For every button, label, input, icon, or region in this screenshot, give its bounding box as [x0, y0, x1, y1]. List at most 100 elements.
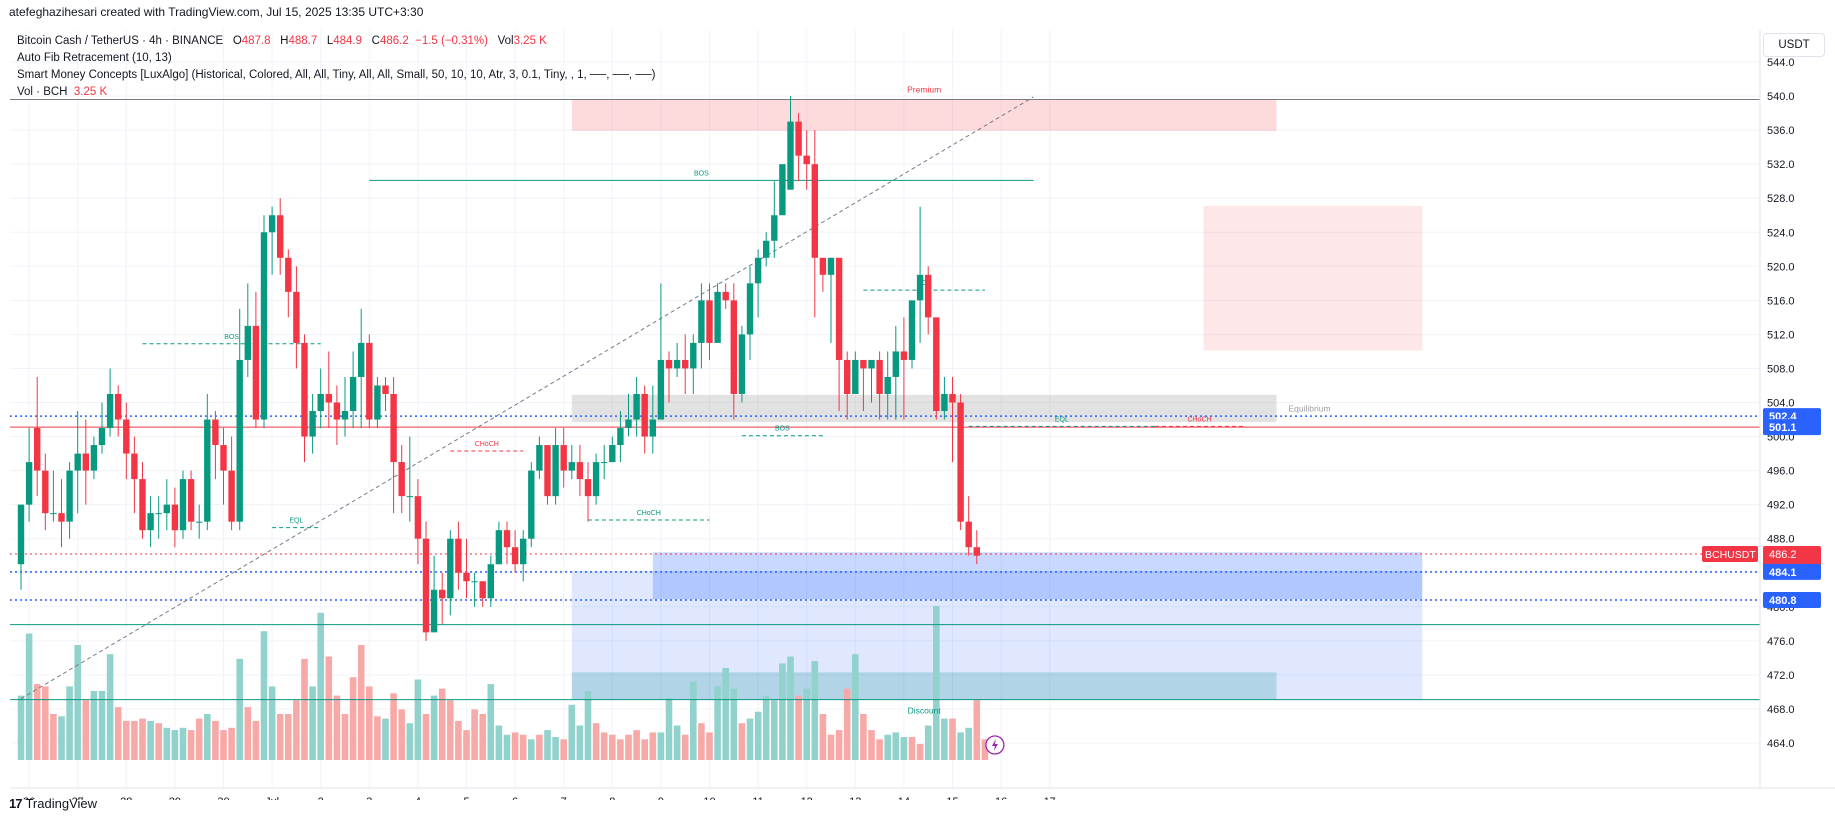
low-value: 484.9 — [333, 35, 363, 47]
price-axis-label: 532.0 — [1767, 159, 1795, 171]
candle-body — [503, 530, 511, 548]
time-axis-label: 8 — [609, 796, 615, 800]
volume-bar — [131, 720, 138, 760]
candle-body — [487, 564, 494, 599]
volume-bar — [236, 658, 243, 760]
volume-bar — [503, 734, 511, 760]
volume-bar — [973, 700, 981, 760]
price-tag-label: 501.1 — [1769, 422, 1797, 434]
volume-bar — [285, 714, 292, 760]
candle-body — [641, 393, 648, 437]
premium-zone — [571, 99, 1277, 131]
tradingview-brand: 17 TradingView — [9, 796, 97, 811]
candle-body — [633, 393, 640, 420]
candle-body — [528, 470, 535, 539]
volume-bar — [25, 633, 33, 760]
candle-body — [358, 342, 365, 377]
symbol-tag-label: BCHUSDT — [1705, 549, 1756, 561]
demand-order-block — [571, 571, 1423, 700]
candle-body — [333, 402, 341, 420]
volume-indicator-label: Vol · BCH — [17, 86, 68, 98]
candle-body — [139, 479, 146, 531]
current-price-label: 486.2 — [1769, 549, 1797, 561]
time-axis-label: 30 — [217, 796, 229, 800]
volume-bar — [673, 725, 681, 760]
volume-bar — [333, 695, 341, 760]
open-value: 487.8 — [241, 35, 271, 47]
tradingview-name: TradingView — [25, 796, 98, 811]
candle-body — [301, 342, 308, 437]
equilibrium-zone — [571, 394, 1277, 423]
candle-body — [852, 359, 859, 394]
candle-body — [74, 453, 81, 471]
candle-body — [115, 393, 122, 420]
volume-bar — [908, 737, 916, 760]
price-axis-label: 488.0 — [1767, 534, 1795, 546]
volume-bar — [811, 661, 819, 760]
indicator-smc[interactable]: Smart Money Concepts [LuxAlgo] (Historic… — [17, 69, 656, 81]
supply-order-block — [1203, 205, 1423, 351]
candle-body — [309, 411, 316, 437]
price-chart[interactable]: BOS BOS BOS BOS CHoCH CHoCH CHoCH EQL EQL Premium… — [0, 0, 1835, 800]
volume-bar — [795, 695, 802, 760]
candle-body — [366, 342, 373, 420]
candle-body — [212, 419, 219, 446]
volume-bar — [406, 723, 414, 760]
candle-body — [673, 359, 681, 369]
candle-body — [560, 445, 567, 471]
volume-bar — [301, 658, 308, 760]
volume-bar — [803, 688, 810, 760]
candle-body — [463, 572, 470, 582]
candle-body — [34, 428, 41, 471]
volume-bar — [123, 720, 130, 760]
low-label: L — [326, 35, 334, 47]
volume-bar — [544, 730, 551, 760]
volume-bar — [228, 727, 235, 760]
candle-body — [738, 334, 746, 394]
candle-body — [511, 547, 519, 565]
time-axis-label: 13 — [849, 796, 861, 800]
candle-body — [220, 445, 227, 471]
candle-body — [268, 215, 276, 233]
symbol-legend-row[interactable]: Bitcoin Cash / TetherUS · 4h · BINANCE O… — [17, 33, 655, 50]
candle-body — [949, 393, 956, 403]
structure-label: EQL — [1055, 416, 1069, 423]
time-axis-label: 11 — [752, 796, 763, 800]
candle-body — [592, 462, 600, 497]
price-axis-label: 524.0 — [1767, 227, 1795, 239]
indicator-fib[interactable]: Auto Fib Retracement (10, 13) — [17, 52, 172, 64]
volume-bar — [706, 732, 713, 760]
candle-body — [171, 504, 179, 531]
price-axis-label: 464.0 — [1767, 738, 1795, 750]
volume-bar — [528, 739, 535, 760]
candle-body — [706, 300, 713, 343]
zone-label: Equilibrium — [1289, 403, 1331, 413]
currency-button[interactable]: USDT — [1763, 33, 1825, 57]
volume-bar — [819, 714, 827, 760]
volume-bar — [868, 730, 875, 760]
price-axis-label: 516.0 — [1767, 295, 1795, 307]
candle-body — [285, 257, 292, 292]
volume-bar — [106, 654, 114, 760]
candle-body — [552, 445, 559, 497]
price-tag — [1763, 419, 1821, 436]
price-axis-label: 492.0 — [1767, 500, 1795, 512]
volume-bar — [317, 612, 324, 760]
volume-bar — [82, 700, 90, 760]
candle-body — [204, 419, 211, 522]
candle-body — [649, 419, 656, 437]
tradingview-logo-icon: 17 — [9, 796, 23, 811]
candle-body — [714, 291, 721, 343]
time-axis-label: 5 — [463, 796, 469, 800]
price-axis-label: 512.0 — [1767, 329, 1795, 341]
volume-bar — [560, 739, 567, 760]
candle-body — [155, 513, 162, 515]
price-axis-label: 504.0 — [1767, 398, 1795, 410]
candle-body — [244, 325, 251, 360]
volume-bar — [357, 645, 365, 760]
indicator-volume[interactable]: Vol · BCH 3.25 K — [17, 84, 655, 101]
time-axis-label: 28 — [120, 796, 132, 800]
volume-bar — [50, 714, 57, 760]
price-axis-label: 496.0 — [1767, 466, 1795, 478]
time-axis-label: 10 — [703, 796, 715, 800]
